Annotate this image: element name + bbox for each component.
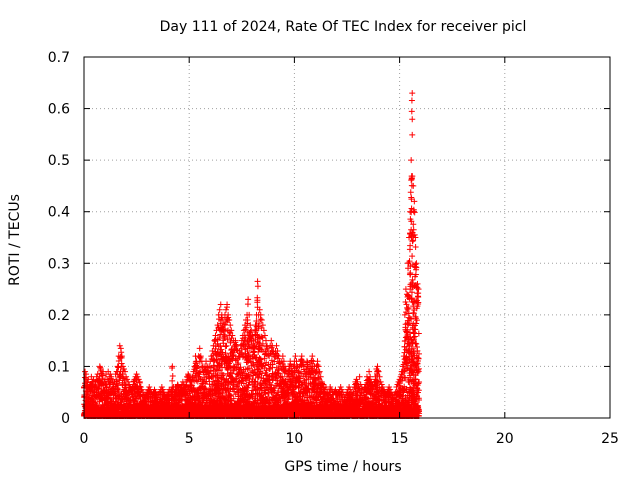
data-point-287 [97, 364, 104, 371]
data-point-12 [82, 368, 89, 375]
data-point-767 [122, 382, 129, 389]
y-axis-title: ROTI / TECUs [7, 194, 23, 286]
data-point-796 [125, 378, 132, 385]
data-point-672 [118, 349, 125, 356]
data-point-1034 [138, 386, 145, 393]
data-point-621 [115, 364, 122, 371]
data-point-979 [135, 376, 142, 383]
data-point-941 [133, 371, 140, 378]
data-point-688 [118, 360, 125, 367]
data-point-604 [114, 385, 121, 392]
data-point-345 [99, 372, 106, 379]
data-point-719 [120, 366, 127, 373]
chart-title: Day 111 of 2024, Rate Of TEC Index for r… [160, 19, 527, 35]
data-point-684 [118, 354, 125, 361]
x-axis-title: GPS time / hours [284, 459, 401, 475]
data-point-960 [134, 373, 141, 380]
data-point-587 [113, 378, 120, 385]
data-point-681 [119, 371, 126, 378]
data-point-739 [122, 368, 129, 375]
data-point-777 [124, 376, 131, 383]
data-point-24 [81, 374, 88, 381]
data-point-634 [116, 342, 123, 349]
data-point-650 [116, 377, 123, 384]
data-point-758 [123, 373, 130, 380]
data-point-264 [95, 385, 102, 392]
data-point-275 [96, 398, 103, 405]
data-point-68 [85, 376, 92, 383]
grid-layer [84, 57, 610, 418]
